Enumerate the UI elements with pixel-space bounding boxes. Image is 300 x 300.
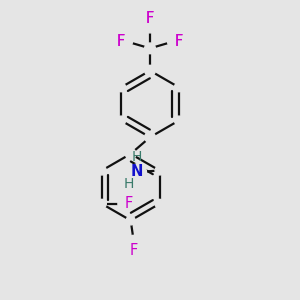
- Circle shape: [174, 116, 183, 125]
- Text: F: F: [117, 34, 125, 49]
- Text: H: H: [131, 150, 142, 164]
- Circle shape: [146, 66, 154, 75]
- Circle shape: [128, 235, 139, 246]
- Circle shape: [118, 198, 129, 209]
- Circle shape: [117, 83, 126, 92]
- Circle shape: [126, 149, 135, 158]
- Text: F: F: [175, 34, 183, 49]
- Circle shape: [155, 166, 164, 175]
- Text: N: N: [131, 164, 143, 179]
- Circle shape: [98, 199, 106, 208]
- Text: H: H: [123, 177, 134, 191]
- Circle shape: [130, 164, 146, 180]
- Text: F: F: [146, 11, 154, 26]
- Circle shape: [126, 216, 135, 225]
- Circle shape: [123, 37, 133, 46]
- Circle shape: [155, 199, 164, 208]
- Text: F: F: [117, 34, 125, 49]
- Circle shape: [145, 23, 155, 33]
- Text: F: F: [175, 34, 183, 49]
- Circle shape: [117, 116, 126, 125]
- Text: F: F: [130, 243, 138, 258]
- Circle shape: [98, 166, 106, 175]
- Circle shape: [145, 43, 155, 54]
- Circle shape: [146, 133, 154, 142]
- Text: F: F: [125, 196, 133, 211]
- Circle shape: [174, 83, 183, 92]
- Circle shape: [167, 37, 177, 46]
- Circle shape: [145, 65, 155, 76]
- Circle shape: [125, 148, 136, 159]
- Text: F: F: [146, 11, 154, 26]
- Circle shape: [145, 132, 155, 142]
